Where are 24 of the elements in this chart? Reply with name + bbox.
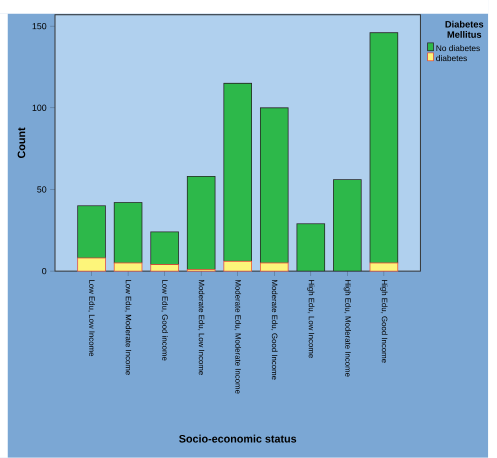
bar <box>77 258 106 272</box>
bar <box>77 206 106 259</box>
bar <box>114 202 142 264</box>
y-tick-label: 0 <box>42 268 46 274</box>
bar <box>370 262 398 272</box>
bar <box>370 32 398 264</box>
x-axis-title: Socio-economic status <box>179 434 296 443</box>
legend-title: Diabetes Mellitus <box>446 20 484 38</box>
bar <box>150 264 179 272</box>
bar <box>296 223 326 272</box>
bar <box>114 262 142 272</box>
bar <box>223 83 252 262</box>
y-tick-label: 50 <box>37 186 46 193</box>
bar <box>223 261 252 272</box>
bar <box>260 262 289 272</box>
bar <box>333 179 362 272</box>
y-axis-title: Count <box>18 128 26 158</box>
legend-label: No diabetes <box>436 45 480 52</box>
y-tick-label: 100 <box>32 104 46 112</box>
legend-label: diabetes <box>436 55 467 62</box>
bar <box>150 232 179 266</box>
y-tick-label: 150 <box>32 23 46 30</box>
bar <box>186 176 216 270</box>
bar <box>260 108 289 264</box>
